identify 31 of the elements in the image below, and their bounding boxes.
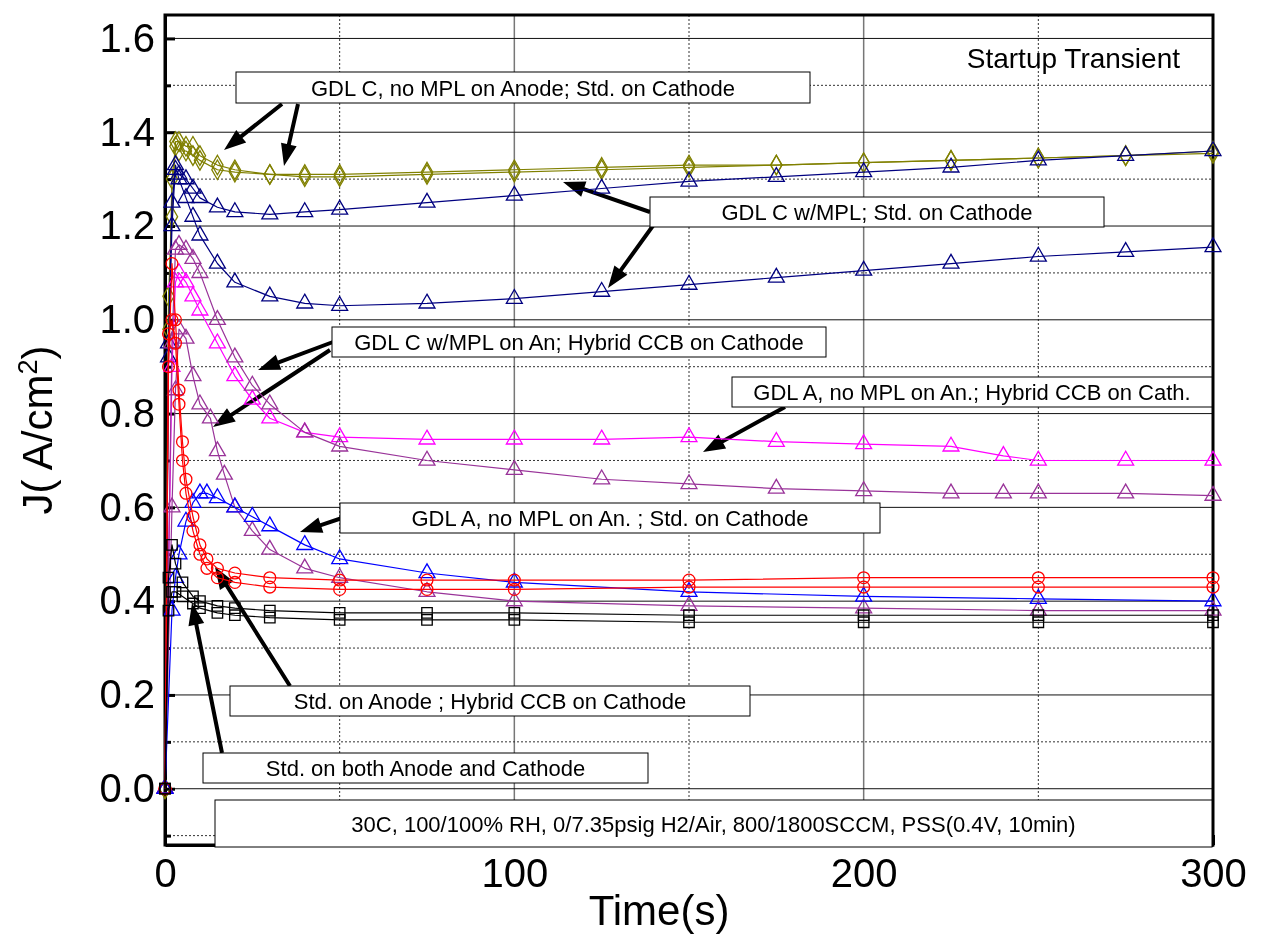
y-tick-label: 1.6 bbox=[99, 15, 155, 60]
note-box: GDL C, no MPL on Anode; Std. on Cathode bbox=[235, 71, 811, 104]
annotation: 30C, 100/100% RH, 0/7.35psig H2/Air, 800/1800SCCM, PSS(0.4V, 10min) bbox=[351, 811, 1076, 837]
x-tick-label: 300 bbox=[1180, 851, 1247, 896]
annotation: Std. on Anode ; Hybrid CCB on Cathode bbox=[293, 689, 687, 714]
note-box: GDL A, no MPL on An. ; Std. on Cathode bbox=[339, 502, 881, 534]
annotation: GDL C w/MPL on An; Hybrid CCB on Cathode bbox=[354, 330, 804, 355]
note-box: GDL C w/MPL on An; Hybrid CCB on Cathode bbox=[331, 326, 827, 358]
note-box: GDL A, no MPL on An.; Hybrid CCB on Cath. bbox=[731, 376, 1213, 408]
note-box: Std. on Anode ; Hybrid CCB on Cathode bbox=[229, 685, 751, 717]
note-box: GDL C w/MPL; Std. on Cathode bbox=[649, 196, 1105, 228]
x-tick-label: 200 bbox=[830, 851, 898, 896]
annotation: GDL C w/MPL; Std. on Cathode bbox=[721, 200, 1033, 225]
y-tick-label: 0.4 bbox=[99, 578, 155, 623]
note-box: 30C, 100/100% RH, 0/7.35psig H2/Air, 800/1800SCCM, PSS(0.4V, 10min) bbox=[214, 799, 1213, 848]
x-tick-label: 100 bbox=[481, 851, 549, 896]
y-tick-label: 1.4 bbox=[99, 109, 155, 154]
annotation: GDL A, no MPL on An.; Hybrid CCB on Cath. bbox=[753, 380, 1191, 405]
annotation: GDL C, no MPL on Anode; Std. on Cathode bbox=[311, 75, 735, 101]
x-axis-title: Time(s) bbox=[588, 887, 730, 934]
y-tick-label: 0.8 bbox=[99, 390, 155, 435]
annotation: Std. on both Anode and Cathode bbox=[265, 756, 586, 781]
annotation: GDL A, no MPL on An. ; Std. on Cathode bbox=[411, 506, 809, 531]
y-tick-label: 0.6 bbox=[99, 484, 155, 529]
y-tick-label: 0.0 bbox=[99, 766, 155, 811]
x-tick-label: 0 bbox=[154, 851, 177, 896]
y-tick-label: 1.2 bbox=[99, 203, 155, 248]
text: Startup Transient bbox=[966, 43, 1181, 74]
note-box: Std. on both Anode and Cathode bbox=[202, 752, 649, 784]
y-tick-label: 0.2 bbox=[99, 672, 155, 717]
y-tick-label: 1.0 bbox=[99, 297, 155, 342]
